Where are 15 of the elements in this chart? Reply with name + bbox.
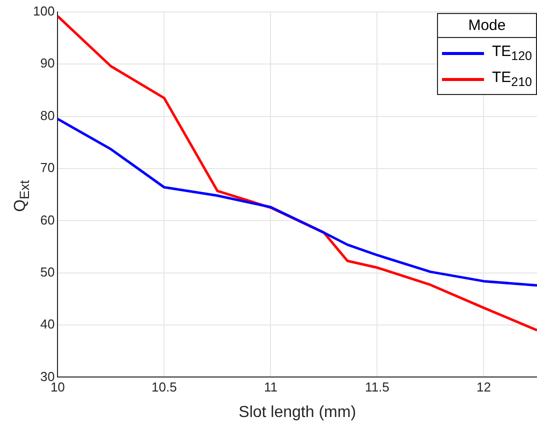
x-axis-title: Slot length (mm) bbox=[238, 404, 356, 421]
x-tick-label: 11.5 bbox=[365, 380, 390, 395]
legend-title: Mode bbox=[438, 14, 536, 38]
y-tick-label: 50 bbox=[40, 264, 55, 280]
y-tick-label: 90 bbox=[40, 56, 55, 71]
y-tick-label: 100 bbox=[32, 4, 55, 19]
y-tick-label: 60 bbox=[40, 212, 55, 228]
y-tick-label: 70 bbox=[40, 160, 55, 176]
x-tick-label: 12 bbox=[476, 380, 491, 395]
y-tick-label: 40 bbox=[40, 316, 55, 332]
legend-label: TE$_{210}$ bbox=[492, 69, 532, 89]
y-tick-label: 80 bbox=[40, 108, 55, 123]
x-tick-label: 11 bbox=[264, 380, 278, 395]
x-tick-label: 10.5 bbox=[152, 380, 177, 395]
legend-label: TE$_{120}$ bbox=[492, 43, 532, 63]
